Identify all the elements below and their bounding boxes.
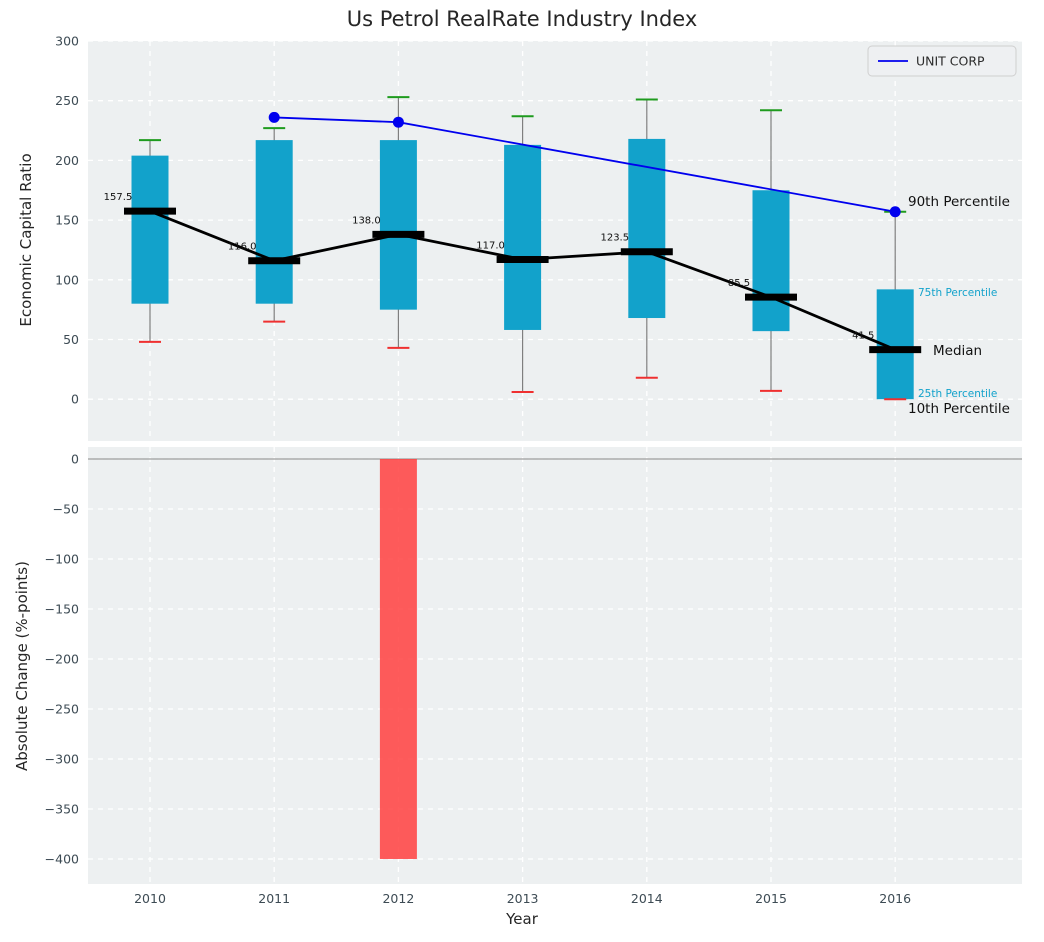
bottom-y-tick-label: −150	[45, 602, 79, 617]
bottom-y-tick-label: −250	[45, 702, 79, 717]
median-value-label-2011: 116.0	[228, 242, 257, 253]
iqr-box-2014	[628, 138, 666, 319]
unit-corp-point-2011	[268, 111, 280, 123]
bottom-y-tick-label: −300	[45, 752, 79, 767]
iqr-box-2010	[131, 155, 169, 304]
x-tick-label-2010: 2010	[134, 891, 166, 906]
iqr-box-2013	[504, 144, 542, 330]
iqr-box-2011	[255, 140, 293, 304]
annotation-75th-percentile: 75th Percentile	[918, 287, 997, 299]
x-tick-label-2015: 2015	[755, 891, 787, 906]
legend-label: UNIT CORP	[916, 54, 985, 69]
legend-box	[867, 45, 1017, 77]
median-value-label-2014: 123.5	[600, 233, 629, 244]
median-value-label-2015: 85.5	[728, 278, 750, 289]
bottom-y-tick-label: −350	[45, 802, 79, 817]
x-tick-label-2016: 2016	[879, 891, 911, 906]
bottom-plot-background	[88, 447, 1022, 884]
top-y-tick-label: 250	[55, 93, 79, 108]
x-tick-label-2011: 2011	[258, 891, 290, 906]
median-value-label-2013: 117.0	[476, 241, 505, 252]
annotation-25th-percentile: 25th Percentile	[918, 388, 997, 400]
annotation-median: Median	[933, 343, 982, 359]
bottom-y-tick-label: −50	[53, 502, 79, 517]
x-tick-label-2012: 2012	[382, 891, 414, 906]
top-y-tick-label: 0	[71, 392, 79, 407]
x-tick-label-2013: 2013	[507, 891, 539, 906]
unit-corp-point-2016	[889, 206, 901, 218]
bottom-y-tick-label: −200	[45, 652, 79, 667]
bottom-y-tick-label: −100	[45, 552, 79, 567]
top-y-tick-label: 100	[55, 272, 79, 287]
change-bar-2012	[379, 459, 417, 859]
bottom-y-tick-label: −400	[45, 852, 79, 867]
top-y-tick-label: 150	[55, 213, 79, 228]
median-value-label-2016: 41.5	[852, 331, 874, 342]
iqr-box-2012	[379, 140, 417, 310]
iqr-box-2015	[752, 190, 790, 332]
top-y-tick-label: 50	[63, 332, 79, 347]
median-value-label-2010: 157.5	[104, 192, 133, 203]
x-axis-label: Year	[506, 910, 538, 928]
unit-corp-point-2012	[392, 116, 404, 128]
top-y-tick-label: 300	[55, 34, 79, 49]
chart-title: Us Petrol RealRate Industry Index	[346, 7, 698, 31]
x-tick-label-2014: 2014	[631, 891, 663, 906]
annotation-10th-percentile: 10th Percentile	[908, 401, 1010, 417]
median-value-label-2012: 138.0	[352, 215, 381, 226]
top-y-tick-label: 200	[55, 153, 79, 168]
bottom-y-tick-label: 0	[71, 452, 79, 467]
annotation-90th-percentile: 90th Percentile	[908, 194, 1010, 210]
top-plot-background	[88, 41, 1022, 441]
